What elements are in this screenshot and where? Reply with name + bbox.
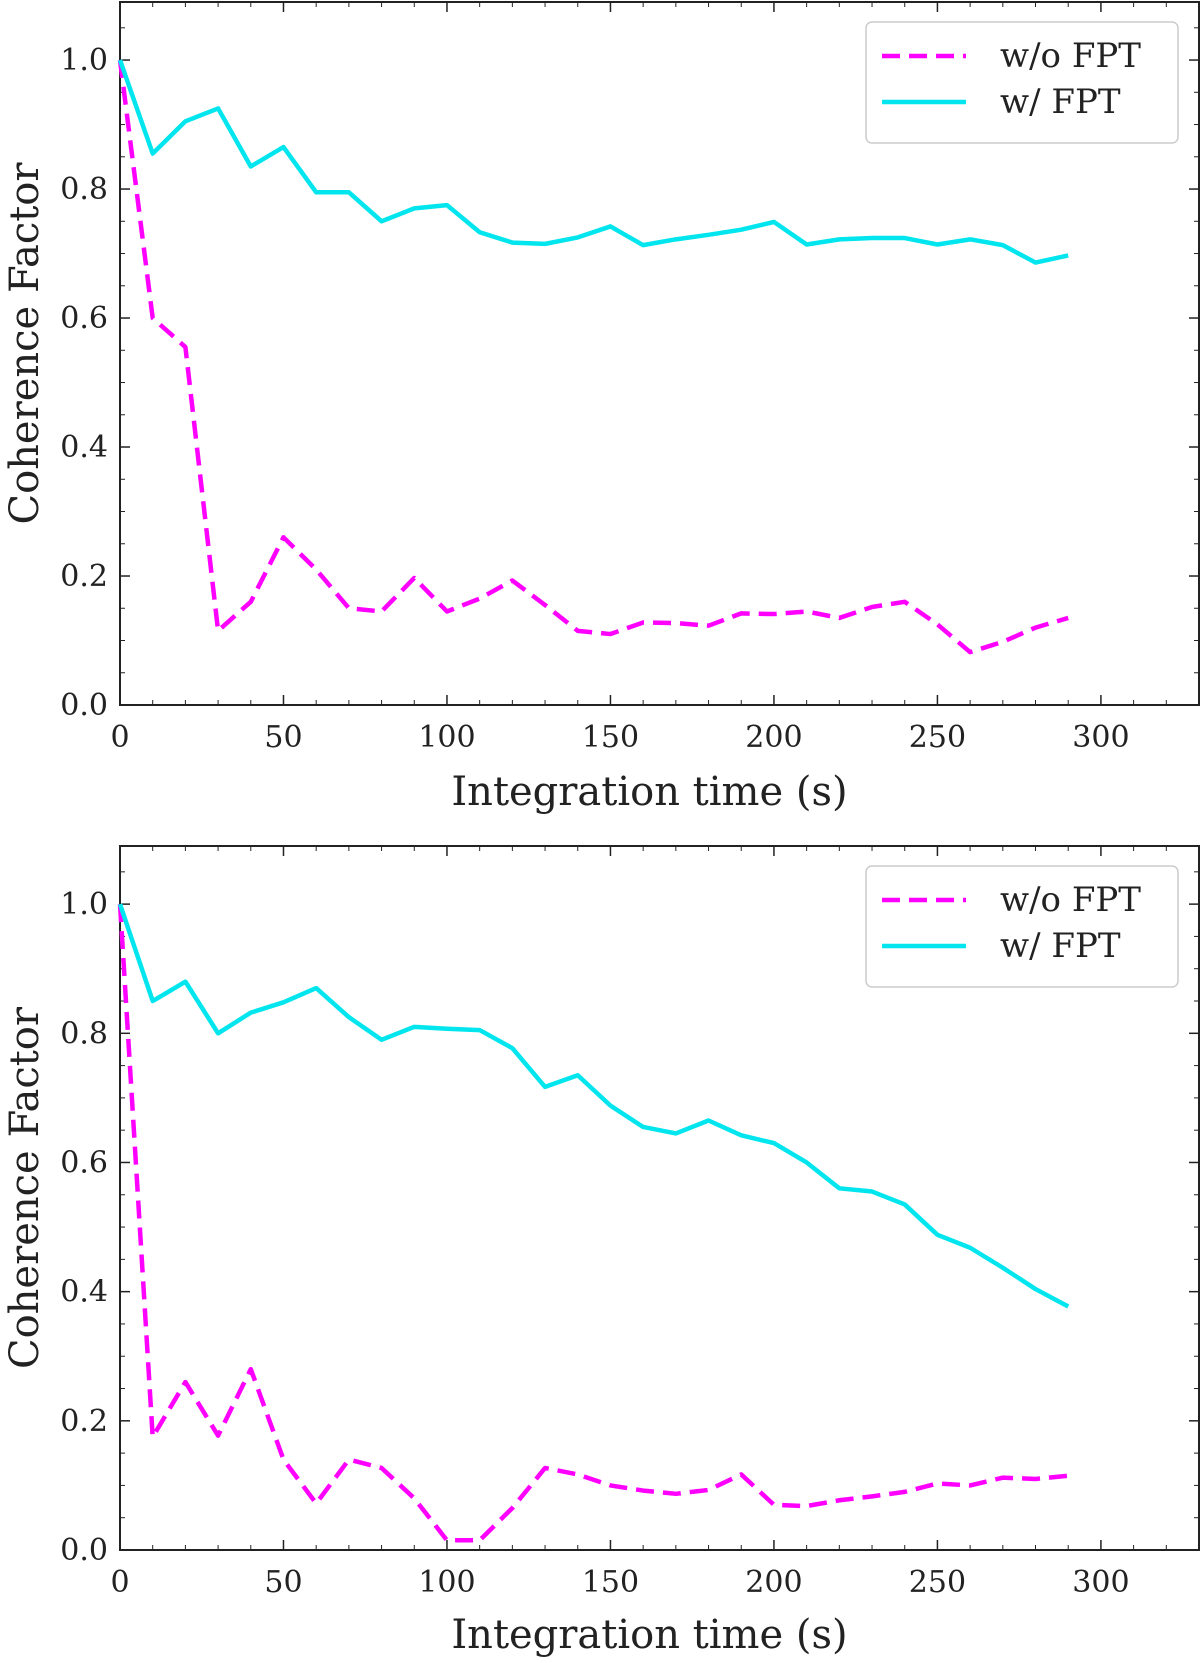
- y-tick-label: 0.4: [60, 430, 108, 465]
- x-tick-label: 150: [582, 720, 639, 755]
- chart-panel-top: 0 50 100 150 200 250 300 0.0 0.2 0.4 0.6 0.8 1.0 Inte…: [2, 1, 1200, 815]
- plot-frame: [119, 1, 1200, 706]
- x-tick-label: 200: [745, 720, 802, 755]
- chart-panel-bottom: 0 50 100 150 200 250 300 0.0 0.2 0.4 0.6 0.8 1.0 Inte…: [2, 845, 1200, 1658]
- x-tick-label: 0: [110, 1565, 129, 1600]
- y-tick-label: 0.6: [60, 301, 108, 336]
- x-tick-label: 150: [582, 1565, 639, 1600]
- x-tick-label: 0: [110, 720, 129, 755]
- y-axis-label: Coherence Factor: [2, 162, 48, 525]
- y-tick-label: 0.0: [60, 1533, 108, 1568]
- y-tick-label: 0.2: [60, 1404, 108, 1439]
- x-tick-label: 50: [264, 720, 302, 755]
- x-tick-label: 50: [264, 1565, 302, 1600]
- x-tick-label: 100: [418, 1565, 475, 1600]
- legend-label-with-fpt: w/ FPT: [1000, 82, 1121, 122]
- x-tick-label: 250: [909, 720, 966, 755]
- y-tick-label: 0.0: [60, 688, 108, 723]
- x-tick-label: 300: [1072, 1565, 1129, 1600]
- y-tick-label: 1.0: [60, 43, 108, 78]
- legend-label-without-fpt: w/o FPT: [1000, 880, 1141, 920]
- x-tick-label: 300: [1072, 720, 1129, 755]
- y-tick-label: 0.8: [60, 172, 108, 207]
- series-line-with-fpt: [117, 903, 1070, 1309]
- x-axis-label: Integration time (s): [451, 1612, 847, 1658]
- y-tick-label: 0.6: [60, 1145, 108, 1180]
- x-tick-label: 250: [909, 1565, 966, 1600]
- x-tick-label: 100: [418, 720, 475, 755]
- legend-label-with-fpt: w/ FPT: [1000, 926, 1121, 966]
- series-line-with-fpt: [117, 59, 1069, 265]
- legend-label-without-fpt: w/o FPT: [1000, 36, 1141, 76]
- x-tick-label: 200: [745, 1565, 802, 1600]
- y-axis-label: Coherence Factor: [2, 1006, 48, 1369]
- series-line-without-fpt: [117, 59, 1069, 655]
- plot-frame: [119, 845, 1200, 1551]
- legend-box: [865, 21, 1179, 144]
- y-tick-label: 1.0: [60, 887, 108, 922]
- x-axis-label: Integration time (s): [451, 769, 847, 815]
- series-line-without-fpt: [117, 903, 1069, 1543]
- y-tick-label: 0.2: [60, 559, 108, 594]
- legend-box: [865, 865, 1179, 988]
- y-tick-label: 0.4: [60, 1275, 108, 1310]
- y-tick-label: 0.8: [60, 1016, 108, 1051]
